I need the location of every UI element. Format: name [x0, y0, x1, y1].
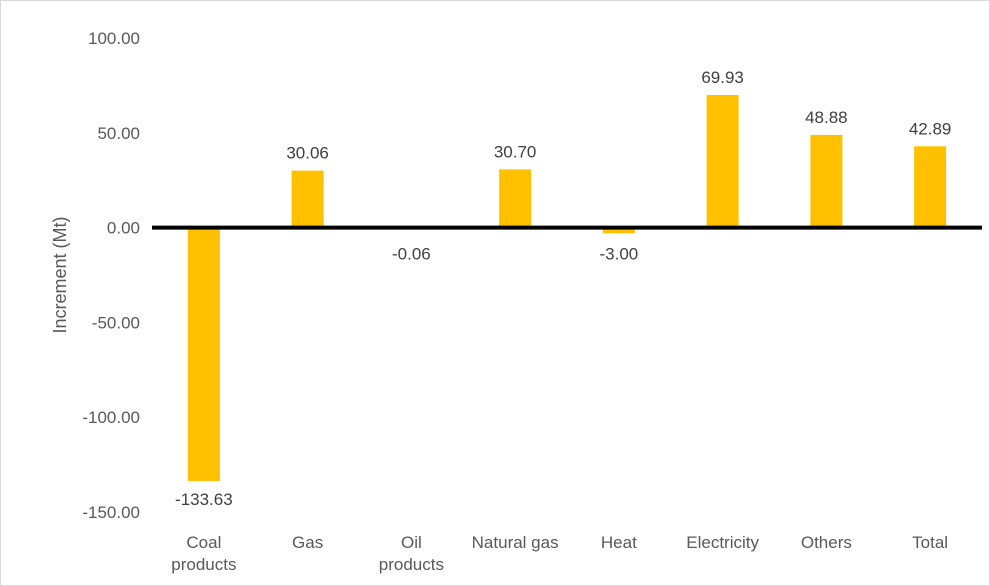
- y-tick-label: 0.00: [107, 219, 140, 238]
- data-labels: -133.63 30.06 -0.06 30.70 -3.00 69.93 48.88 42.…: [175, 68, 951, 509]
- y-tick-label: 100.00: [88, 29, 140, 48]
- bar: [499, 169, 532, 228]
- y-axis-title: Increment (Mt): [50, 216, 70, 333]
- data-label: -3.00: [600, 245, 639, 264]
- data-label: 48.88: [805, 108, 848, 127]
- y-tick-label: -150.00: [82, 503, 140, 522]
- bar: [602, 227, 635, 234]
- data-label: -0.06: [392, 245, 431, 264]
- data-label: 69.93: [701, 68, 744, 87]
- data-label: -133.63: [175, 490, 233, 509]
- bar: [291, 170, 324, 228]
- data-label: 42.89: [909, 119, 952, 138]
- data-label: 30.06: [286, 144, 329, 163]
- bars: [187, 95, 947, 481]
- category-label: Coal products: [171, 533, 236, 574]
- category-label: Heat: [601, 533, 637, 552]
- y-tick-label: -50.00: [92, 313, 140, 332]
- y-tick-label: 50.00: [97, 124, 140, 143]
- category-label: Others: [801, 533, 852, 552]
- category-label: Natural gas: [472, 533, 559, 552]
- category-label: Electricity: [686, 533, 759, 552]
- category-label: Oil products: [379, 533, 444, 574]
- bar: [810, 134, 843, 228]
- y-tick-labels: 100.00 50.00 0.00 -50.00 -100.00 -150.00: [82, 29, 140, 522]
- category-label: Gas: [292, 533, 323, 552]
- bar: [706, 95, 739, 228]
- category-labels: Coal products Gas Oil products Natural gas Hea…: [171, 533, 948, 574]
- bar: [914, 146, 947, 228]
- category-label: Total: [912, 533, 948, 552]
- bar: [187, 227, 220, 481]
- data-label: 30.70: [494, 142, 537, 161]
- y-tick-label: -100.00: [82, 408, 140, 427]
